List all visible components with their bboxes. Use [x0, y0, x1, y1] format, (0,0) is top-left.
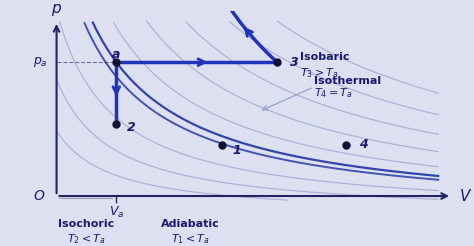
- Text: $T_3 > T_a$: $T_3 > T_a$: [300, 66, 339, 80]
- Text: Isothermal: Isothermal: [314, 76, 381, 86]
- Text: Adiabatic: Adiabatic: [161, 219, 219, 229]
- Text: 4: 4: [359, 138, 368, 151]
- Text: Isobaric: Isobaric: [300, 52, 350, 62]
- Text: 2: 2: [127, 121, 136, 134]
- Text: 3: 3: [291, 56, 299, 69]
- Text: $p$: $p$: [51, 2, 62, 18]
- Text: $p_a$: $p_a$: [33, 55, 47, 69]
- Text: $T_1 < T_a$: $T_1 < T_a$: [171, 232, 209, 246]
- Text: $T_2 < T_a$: $T_2 < T_a$: [67, 232, 106, 246]
- Text: 1: 1: [232, 144, 241, 157]
- Text: $V_a$: $V_a$: [109, 205, 124, 220]
- Text: $V$: $V$: [459, 188, 472, 204]
- Text: Isochoric: Isochoric: [58, 219, 115, 229]
- Text: $T_4 = T_a$: $T_4 = T_a$: [314, 86, 353, 100]
- Text: a: a: [112, 48, 120, 61]
- Text: $O$: $O$: [33, 189, 45, 203]
